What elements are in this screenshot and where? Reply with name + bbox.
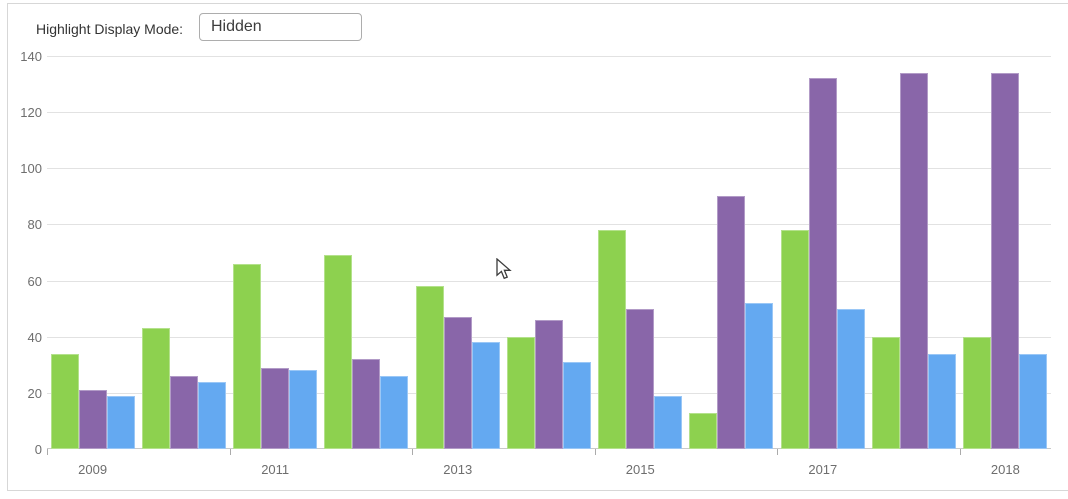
y-axis-label: 20	[27, 385, 42, 401]
chart-widget: Highlight Display Mode: Hidden 0 20 40 60 80…	[7, 3, 1068, 491]
x-axis-tick	[777, 449, 779, 455]
bar-group-6	[595, 56, 686, 449]
bar-group-1	[138, 56, 229, 449]
y-axis-label: 0	[34, 442, 42, 457]
y-axis-label: 40	[27, 329, 42, 345]
x-axis-label: 2009	[78, 462, 108, 477]
x-axis-tick	[594, 449, 596, 455]
bar-blue-10[interactable]	[1019, 354, 1048, 449]
bar-blue-4[interactable]	[471, 342, 500, 449]
bar-group-0	[47, 56, 138, 449]
bar-blue-1[interactable]	[197, 382, 226, 449]
gridline	[47, 168, 1051, 169]
gridline	[47, 281, 1051, 282]
x-axis-label: 2013	[443, 462, 473, 477]
bar-purple-9[interactable]	[900, 73, 929, 449]
bar-green-5[interactable]	[506, 337, 535, 449]
x-axis-tick	[229, 449, 231, 455]
bar-blue-8[interactable]	[836, 309, 865, 449]
bar-group-4	[412, 56, 503, 449]
bar-green-4[interactable]	[415, 286, 444, 449]
bar-green-9[interactable]	[872, 337, 901, 449]
y-axis-label: 100	[20, 161, 42, 177]
gridline	[47, 224, 1051, 225]
bar-green-6[interactable]	[598, 230, 627, 449]
bar-green-10[interactable]	[963, 337, 992, 449]
bar-group-3	[321, 56, 412, 449]
bar-purple-4[interactable]	[443, 317, 472, 449]
y-axis-label: 140	[20, 49, 42, 64]
bar-blue-6[interactable]	[654, 396, 683, 449]
bar-green-1[interactable]	[141, 328, 170, 449]
highlight-display-mode-label: Highlight Display Mode:	[36, 21, 184, 37]
bar-group-9	[868, 56, 959, 449]
bar-purple-2[interactable]	[261, 368, 290, 449]
x-axis-tick	[47, 449, 48, 455]
x-axis-label: 2018	[990, 462, 1020, 477]
bar-green-2[interactable]	[233, 264, 262, 449]
bar-group-10	[960, 56, 1051, 449]
bar-purple-8[interactable]	[808, 78, 837, 449]
highlight-display-mode-value: Hidden	[211, 18, 262, 35]
x-axis-label: 2011	[261, 462, 290, 477]
bar-purple-3[interactable]	[352, 359, 381, 449]
plot-area	[47, 56, 1051, 455]
bar-group-8	[777, 56, 868, 449]
bar-purple-7[interactable]	[717, 196, 746, 449]
bar-purple-1[interactable]	[169, 376, 198, 449]
x-axis-tick	[959, 449, 961, 455]
bar-green-0[interactable]	[50, 354, 79, 449]
bar-purple-6[interactable]	[626, 309, 655, 449]
y-axis-label: 60	[27, 273, 42, 289]
bar-groups	[47, 56, 1051, 449]
y-axis-label: 120	[20, 105, 42, 121]
bar-green-3[interactable]	[324, 255, 353, 449]
bar-blue-2[interactable]	[289, 370, 318, 449]
bar-purple-5[interactable]	[534, 320, 563, 449]
bar-blue-9[interactable]	[928, 354, 957, 449]
bar-green-7[interactable]	[689, 413, 718, 449]
gridline	[47, 56, 1051, 57]
bar-purple-10[interactable]	[991, 73, 1020, 449]
x-axis-label: 2015	[625, 462, 655, 477]
bar-blue-5[interactable]	[562, 362, 591, 449]
bar-blue-7[interactable]	[745, 303, 774, 449]
bar-chart: 0 20 40 60 80 100 120 140 2009 2011 2013 2015 2017 20…	[8, 4, 1068, 490]
bar-group-2	[230, 56, 321, 449]
bar-group-7	[686, 56, 777, 449]
bar-purple-0[interactable]	[78, 390, 107, 449]
x-axis-label: 2017	[808, 462, 838, 477]
highlight-display-mode-input[interactable]: Hidden	[199, 13, 362, 41]
gridline	[47, 112, 1051, 113]
x-axis-tick	[412, 449, 414, 455]
bar-green-8[interactable]	[780, 230, 809, 449]
bar-blue-0[interactable]	[106, 396, 135, 449]
bar-blue-3[interactable]	[380, 376, 409, 449]
bar-group-5	[503, 56, 594, 449]
y-axis-label: 80	[27, 217, 42, 233]
